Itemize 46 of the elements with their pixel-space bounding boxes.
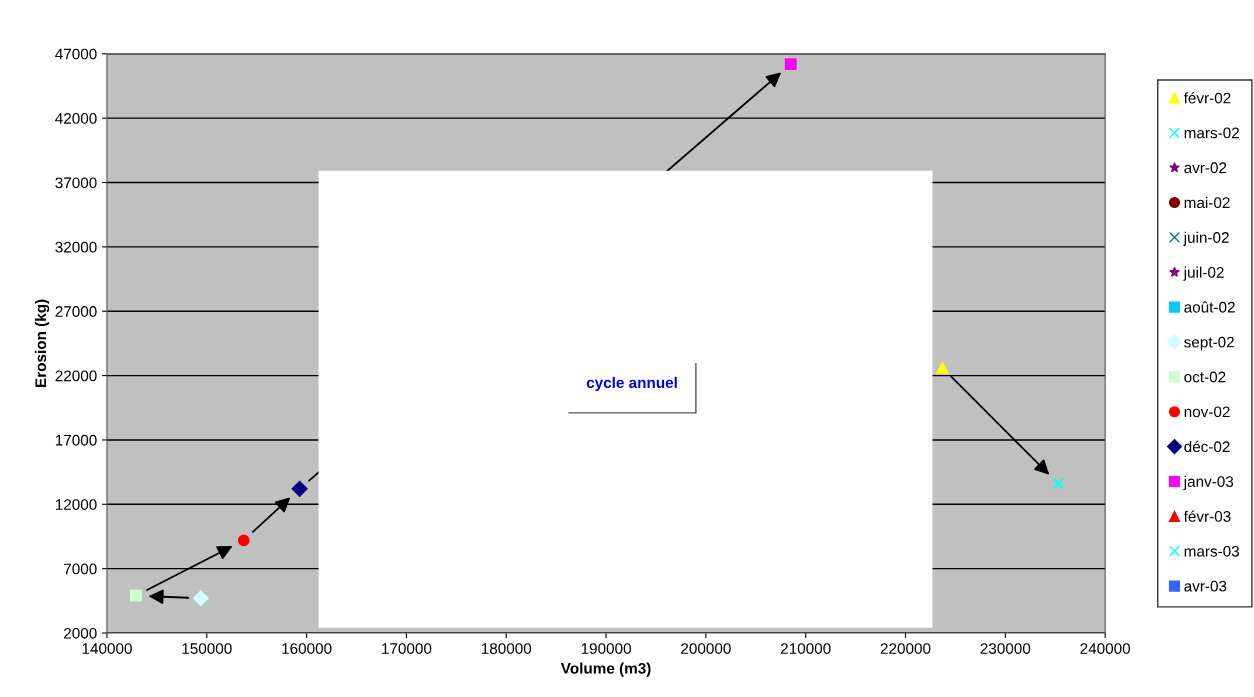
legend-label: août-02 [1184,301,1235,313]
y-tick-label: 7000 [64,563,97,575]
y-tick-label: 2000 [64,627,97,639]
point [784,58,797,71]
x-tick-label: 200000 [681,643,731,654]
point [192,590,209,607]
legend-label: mai-02 [1184,196,1230,209]
y-tick-label: 42000 [55,113,97,124]
x-tick-label: 210000 [780,643,831,654]
x-tick-label: 230000 [980,643,1031,654]
x-tick-label: 160000 [282,643,332,654]
y-tick-label: 37000 [55,177,97,189]
point [237,534,250,547]
y-axis-title: Erosion (kg) [34,299,50,387]
y-tick-label: 22000 [55,370,97,382]
legend-label: avr-03 [1184,580,1227,592]
legend-label: févr-03 [1183,510,1231,522]
legend-label: nov-02 [1184,406,1230,418]
x-tick-label: 240000 [1080,643,1131,654]
x-tick-label: 190000 [581,643,631,654]
legend-label: avr-02 [1184,162,1227,174]
legend-label: juin-02 [1183,231,1229,246]
x-tick-label: 220000 [880,643,931,654]
legend-label: mars-02 [1184,127,1239,139]
y-tick-label: 12000 [55,499,97,510]
annotation: cycle annuel [586,376,677,392]
x-tick-label: 170000 [382,643,432,654]
y-tick-label: 32000 [55,241,97,253]
point [130,589,142,602]
point [936,361,949,374]
legend-label: janv-03 [1183,475,1234,490]
y-tick-label: 27000 [55,306,97,317]
legend-label: sept-02 [1184,336,1234,351]
y-tick-label: 47000 [55,48,97,60]
x-axis-title: Volume (m3) [560,662,651,677]
point [291,480,308,497]
legend-label: oct-02 [1184,371,1226,383]
point [1052,477,1065,490]
x-tick-label: 140000 [82,643,132,654]
legend-label: juil-02 [1183,266,1224,281]
x-tick-label: 150000 [182,643,232,654]
legend-label: déc-02 [1184,440,1230,453]
legend-label: févr-02 [1183,92,1231,104]
legend-label: mars-03 [1184,545,1240,557]
y-tick-label: 17000 [55,434,97,446]
x-tick-label: 180000 [481,643,532,654]
